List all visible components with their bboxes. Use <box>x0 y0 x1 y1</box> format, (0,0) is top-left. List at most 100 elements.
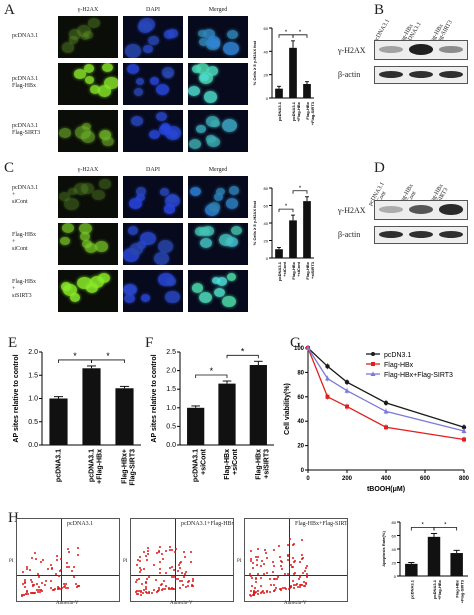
event-dot <box>263 548 266 551</box>
y-tick-label: 80 <box>264 186 269 191</box>
event-dot <box>262 572 265 575</box>
x-tick-line: pcDNA3.1 <box>432 579 437 599</box>
blot-band <box>439 231 463 238</box>
microscopy-image <box>123 63 183 105</box>
event-dot <box>273 589 276 592</box>
event-dot <box>173 576 176 579</box>
event-dot <box>261 591 264 594</box>
x-tick-label: 200 <box>342 476 353 482</box>
microscopy-row-label: Flag-HBx + siSIRT3 <box>12 279 57 300</box>
x-tick-label: Flag-HBx+Flag-SIRT3 <box>122 449 137 486</box>
event-dot <box>167 588 170 591</box>
y-tick-label: 2.5 <box>166 349 176 356</box>
event-dot <box>300 554 303 557</box>
event-dot <box>156 552 159 555</box>
event-dot <box>289 538 292 541</box>
event-dot <box>179 566 182 569</box>
microscopy-image <box>123 270 183 312</box>
event-dot <box>301 572 304 575</box>
event-dot <box>25 590 28 593</box>
y-tick-label: 40 <box>264 221 269 226</box>
chart-plot: 0.0 0.5 1.0 1.5 2.0 2.5 AP sites relative to c… <box>151 346 274 482</box>
event-dot <box>59 570 62 573</box>
event-dot <box>135 579 138 582</box>
x-tick-line: Flag-HBx <box>291 261 296 279</box>
cell-nucleus <box>129 197 142 209</box>
microscopy-image <box>188 223 248 265</box>
event-dot <box>283 573 286 576</box>
event-dot <box>249 593 252 596</box>
cell-nucleus <box>226 29 239 40</box>
event-dot <box>256 573 259 576</box>
event-dot <box>259 584 262 587</box>
significance-bracket <box>292 34 308 38</box>
microscopy-image <box>58 110 118 152</box>
cell-nucleus <box>216 277 227 286</box>
bar <box>187 407 205 445</box>
flow-y-axis-label: PI <box>123 559 128 564</box>
event-dot <box>156 590 159 593</box>
panel-label-c: C <box>4 160 15 176</box>
event-dot <box>257 547 260 550</box>
line-plot: 0 20 40 60 80 100 0 200 400 600 800 tBOOH(μM) Cell v… <box>284 345 470 493</box>
y-tick-label: 0.5 <box>166 423 176 430</box>
event-dot <box>135 593 138 596</box>
event-dot <box>187 579 190 582</box>
cell-nucleus <box>226 272 236 281</box>
microscopy-row-label: Flag-HBx + siCont <box>12 232 57 253</box>
chart-plot: 0.0 0.5 1.0 1.5 2.0 AP sites relative to cont… <box>13 349 141 486</box>
blot-band <box>409 44 433 55</box>
cell-nucleus <box>167 194 178 204</box>
event-dot <box>274 577 277 580</box>
blot-label-actin: β-actin <box>338 70 361 79</box>
event-dot <box>153 564 156 567</box>
event-dot <box>184 556 187 559</box>
quadrant-line-v <box>289 519 290 601</box>
x-tick-label: 600 <box>420 476 431 482</box>
panel-label-g: G <box>290 335 301 351</box>
event-dot <box>145 590 148 593</box>
x-tick-line: Flag-HBx <box>255 449 262 480</box>
cell-nucleus <box>148 36 159 45</box>
event-dot <box>56 555 59 558</box>
event-dot <box>51 566 54 569</box>
event-dot <box>303 580 306 583</box>
event-dot <box>29 578 32 581</box>
event-dot <box>304 567 307 570</box>
event-dot <box>26 568 29 571</box>
cell-nucleus <box>60 236 70 245</box>
event-dot <box>51 589 54 592</box>
event-dot <box>292 584 295 587</box>
event-dot <box>257 589 260 592</box>
event-dot <box>151 591 154 594</box>
cell-nucleus <box>165 276 177 286</box>
cell-nucleus <box>159 188 169 196</box>
event-dot <box>296 586 299 589</box>
cell-nucleus <box>59 192 70 201</box>
cell-nucleus <box>148 129 160 140</box>
event-dot <box>139 593 142 596</box>
cell-nucleus <box>80 182 94 194</box>
event-dot <box>136 559 139 562</box>
event-dot <box>67 548 70 551</box>
event-dot <box>171 576 174 579</box>
event-dot <box>260 592 263 594</box>
event-dot <box>158 560 161 563</box>
flow-y-axis-label: PI <box>237 559 242 564</box>
event-dot <box>266 591 269 594</box>
event-dot <box>76 554 79 557</box>
event-dot <box>56 558 59 561</box>
event-dot <box>40 582 43 585</box>
event-dot <box>298 578 301 581</box>
chart-g-viability: 0 20 40 60 80 100 0 200 400 600 800 tBOOH(μM) Cell v… <box>284 345 470 493</box>
event-dot <box>168 545 171 548</box>
bar <box>303 201 311 258</box>
event-dot <box>192 578 195 580</box>
microscopy-image <box>58 63 118 105</box>
x-tick-label: Flag-HBx+Flag-SIRT3 <box>305 101 315 125</box>
bar <box>427 536 441 576</box>
event-dot <box>294 584 297 587</box>
y-tick-label: 40 <box>264 49 269 54</box>
significance-star: * <box>421 522 424 528</box>
